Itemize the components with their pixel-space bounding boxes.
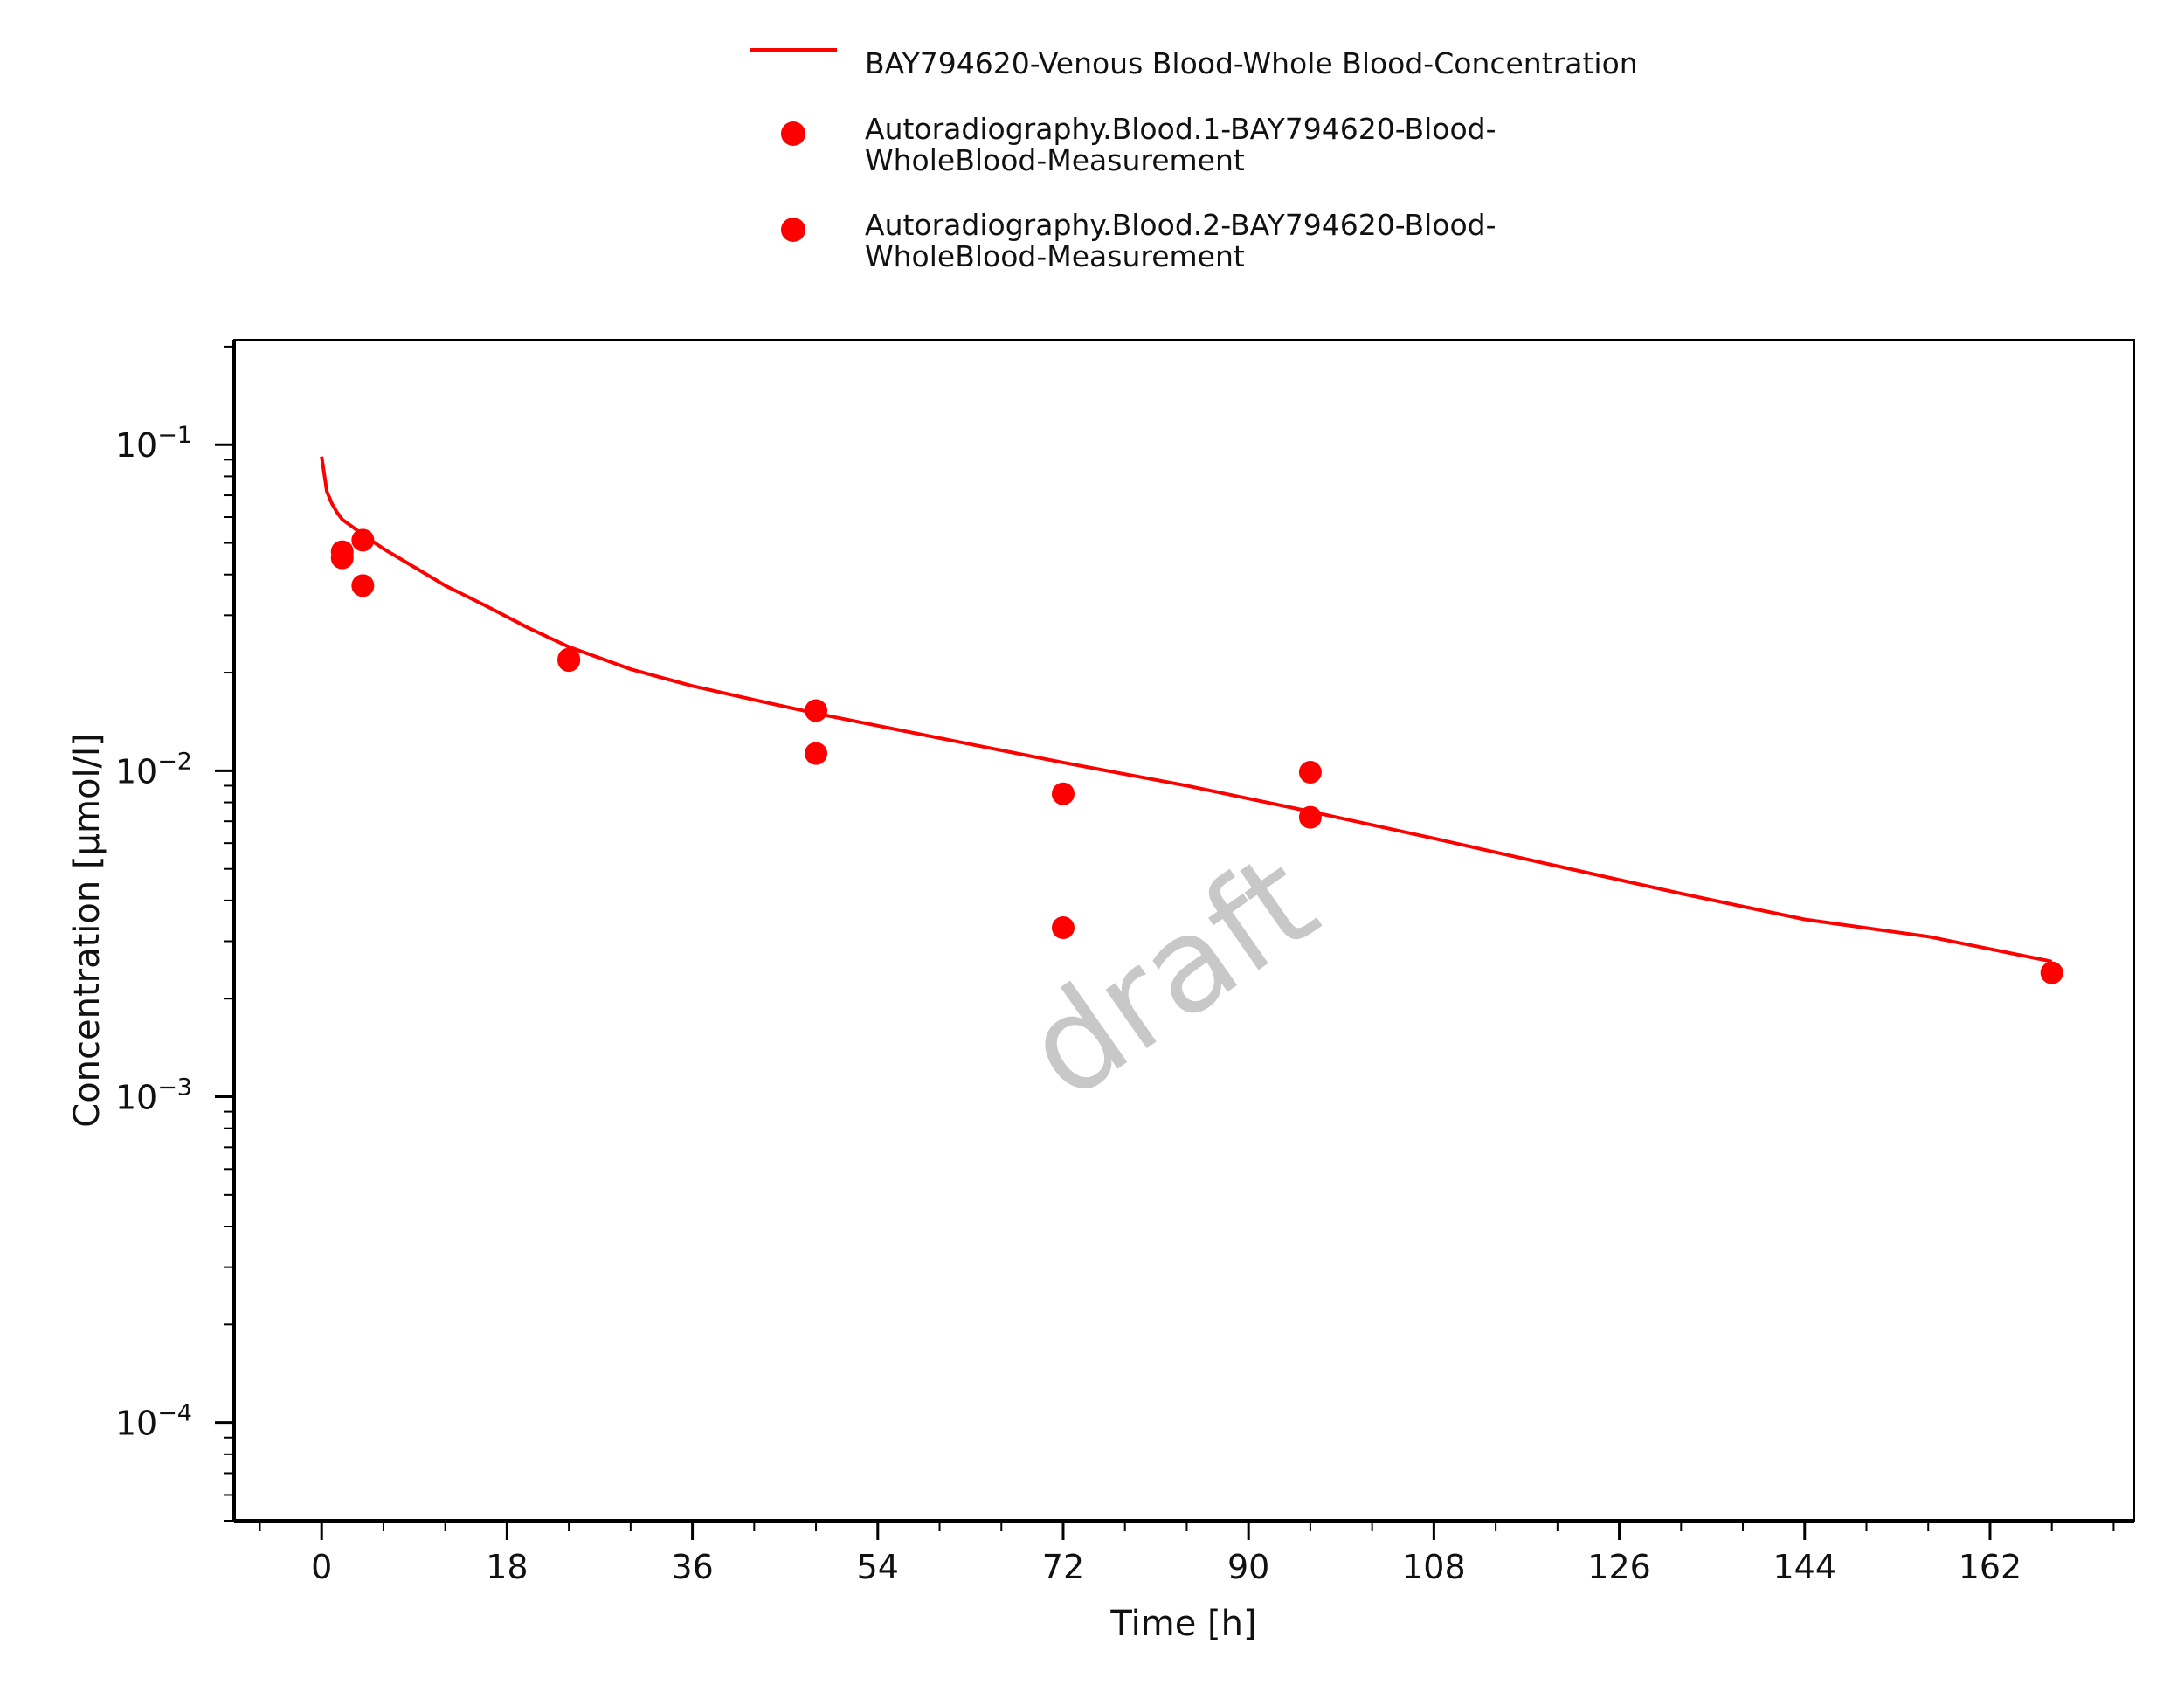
data-point-blood-2 — [805, 742, 828, 765]
legend-label-blood-1: Autoradiography.Blood.1-BAY794620-Blood-… — [865, 112, 1505, 177]
data-point-blood-1 — [351, 528, 375, 552]
x-tick-label: 144 — [1773, 1548, 1836, 1586]
y-tick-label: 10−3 — [115, 1074, 192, 1117]
legend-label-simulation: BAY794620-Venous Blood-Whole Blood-Conce… — [865, 46, 1638, 80]
y-tick-label: 10−2 — [115, 748, 192, 791]
data-point-blood-2 — [557, 649, 581, 673]
y-tick-label: 10−1 — [115, 422, 192, 465]
x-tick-label: 72 — [1042, 1548, 1084, 1586]
legend-marker-blood-1 — [781, 121, 805, 146]
watermark-draft: draft — [999, 825, 1343, 1129]
legend-marker-blood-2 — [781, 218, 805, 242]
y-axis-title: Concentration [µmol/l] — [67, 733, 107, 1127]
data-point-blood-1 — [805, 699, 828, 722]
x-tick-label: 126 — [1587, 1548, 1651, 1586]
x-tick-label: 90 — [1227, 1548, 1269, 1586]
data-point-blood-1 — [2040, 961, 2063, 984]
x-tick-label: 0 — [311, 1548, 332, 1586]
data-point-blood-2 — [1051, 916, 1075, 940]
data-point-blood-2 — [330, 546, 354, 570]
x-tick-label: 162 — [1959, 1548, 2022, 1586]
y-tick-label: 10−4 — [115, 1400, 192, 1443]
data-point-blood-1 — [1298, 761, 1322, 784]
data-point-blood-2 — [1298, 805, 1322, 829]
x-tick-label: 108 — [1402, 1548, 1466, 1586]
x-tick-label: 18 — [486, 1548, 528, 1586]
legend-label-blood-2: Autoradiography.Blood.2-BAY794620-Blood-… — [865, 208, 1505, 273]
data-point-blood-1 — [1051, 782, 1075, 805]
series-line-simulation — [320, 456, 2053, 963]
data-point-blood-2 — [351, 574, 375, 597]
series-layer — [320, 456, 2063, 984]
x-tick-label: 54 — [857, 1548, 899, 1586]
legend: BAY794620-Venous Blood-Whole Blood-Conce… — [750, 46, 1638, 273]
y-axis-ticks: 10−1 10−2 10−3 10−4 — [115, 345, 234, 1522]
x-axis-title: Time [h] — [1109, 1604, 1256, 1644]
x-axis-ticks: 0 18 36 54 72 90 108 126 144 162 — [259, 1521, 2115, 1586]
x-tick-label: 36 — [671, 1548, 713, 1586]
